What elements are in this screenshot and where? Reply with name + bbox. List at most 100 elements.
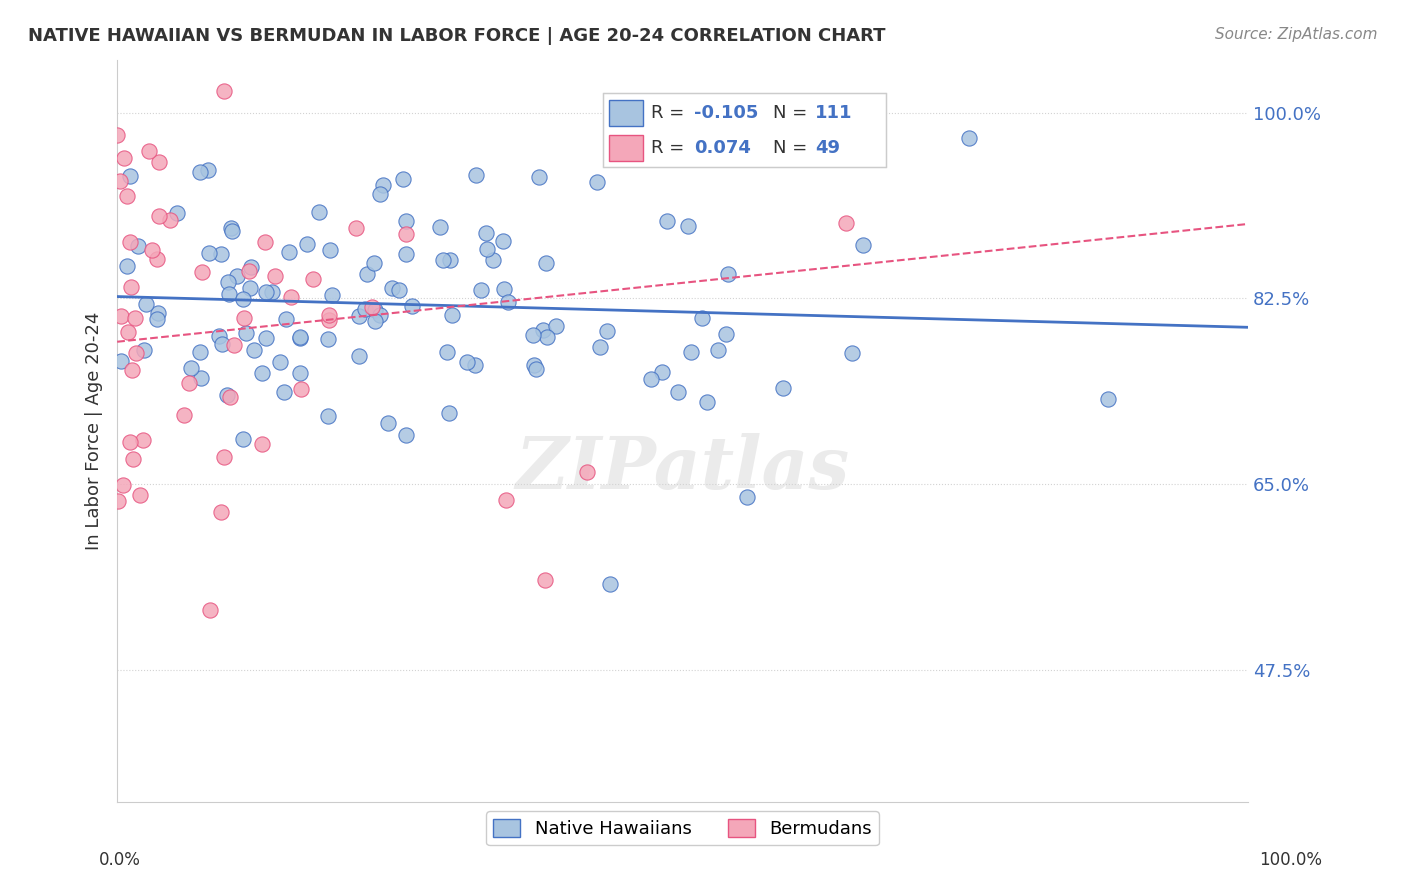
Point	[302, 271, 325, 285]
Point	[105, 128, 128, 142]
Point	[134, 343, 156, 357]
Point	[112, 151, 135, 165]
Point	[356, 267, 378, 281]
Point	[290, 330, 312, 344]
Point	[651, 365, 673, 379]
Point	[214, 450, 236, 465]
Point	[197, 163, 219, 178]
Point	[717, 267, 740, 281]
Point	[835, 216, 858, 230]
Point	[129, 488, 152, 502]
Point	[492, 234, 515, 248]
Point	[239, 281, 262, 295]
Point	[188, 165, 211, 179]
Point	[496, 294, 519, 309]
Point	[217, 275, 239, 289]
Point	[276, 311, 298, 326]
Point	[288, 329, 311, 343]
Point	[524, 361, 547, 376]
Point	[436, 345, 458, 359]
Point	[108, 173, 131, 187]
Point	[589, 340, 612, 354]
Point	[536, 330, 558, 344]
Point	[146, 312, 169, 326]
Point	[120, 434, 142, 449]
Point	[495, 492, 517, 507]
Point	[361, 300, 384, 314]
Point	[527, 169, 550, 184]
Point	[222, 338, 245, 352]
Point	[772, 381, 794, 395]
Point	[219, 221, 242, 235]
Text: ZIPatlas: ZIPatlas	[516, 433, 849, 504]
Point	[211, 336, 233, 351]
Point	[115, 189, 138, 203]
Point	[120, 280, 142, 294]
Point	[666, 385, 689, 400]
Point	[269, 355, 291, 369]
Point	[707, 343, 730, 357]
Point	[254, 235, 277, 250]
Point	[191, 264, 214, 278]
Point	[957, 131, 980, 145]
Point	[295, 236, 318, 251]
Point	[166, 206, 188, 220]
Point	[316, 332, 339, 346]
Point	[198, 602, 221, 616]
Point	[596, 324, 619, 338]
Point	[124, 310, 146, 325]
Point	[640, 372, 662, 386]
Point	[232, 432, 254, 446]
Text: Source: ZipAtlas.com: Source: ZipAtlas.com	[1215, 27, 1378, 42]
Point	[173, 408, 195, 422]
Point	[586, 175, 609, 189]
Point	[494, 282, 516, 296]
Point	[252, 366, 274, 380]
Point	[439, 252, 461, 267]
Text: 100.0%: 100.0%	[1258, 851, 1322, 869]
Point	[696, 395, 718, 409]
Point	[232, 292, 254, 306]
Point	[401, 299, 423, 313]
Point	[841, 346, 863, 360]
Point	[159, 212, 181, 227]
Point	[477, 243, 499, 257]
Point	[370, 308, 392, 322]
Point	[363, 302, 385, 317]
Point	[575, 465, 598, 479]
Point	[364, 314, 387, 328]
Point	[110, 354, 132, 368]
Point	[221, 224, 243, 238]
Point	[209, 505, 232, 519]
Point	[238, 264, 260, 278]
Point	[432, 252, 454, 267]
Point	[148, 209, 170, 223]
Point	[655, 213, 678, 227]
Point	[318, 313, 340, 327]
Point	[319, 243, 342, 257]
Point	[218, 390, 240, 404]
Point	[198, 246, 221, 260]
Point	[148, 306, 170, 320]
Point	[290, 382, 312, 396]
Point	[232, 311, 254, 326]
Point	[523, 359, 546, 373]
Point	[252, 437, 274, 451]
Point	[544, 319, 567, 334]
Point	[117, 325, 139, 339]
Point	[534, 256, 557, 270]
Point	[531, 323, 554, 337]
Point	[243, 343, 266, 358]
Point	[125, 346, 148, 360]
Point	[395, 428, 418, 442]
Point	[145, 252, 167, 266]
Point	[533, 573, 555, 587]
Point	[437, 406, 460, 420]
Point	[482, 253, 505, 268]
Point	[188, 345, 211, 359]
Point	[321, 287, 343, 301]
Point	[676, 219, 699, 233]
Point	[273, 384, 295, 399]
Point	[353, 302, 375, 317]
Text: 0.0%: 0.0%	[98, 851, 141, 869]
